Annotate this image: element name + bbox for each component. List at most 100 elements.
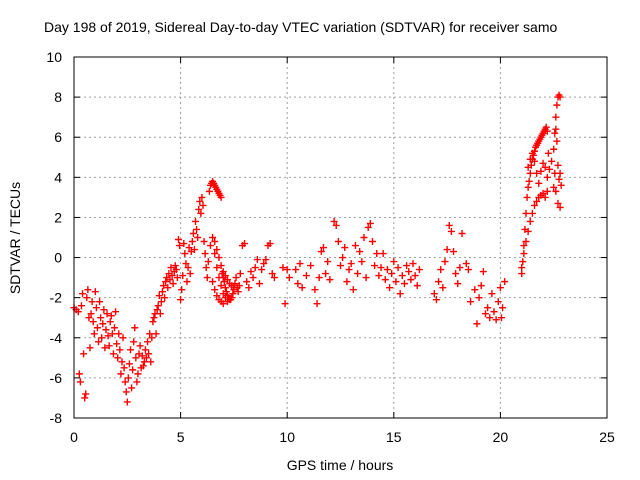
- data-point: [262, 256, 270, 264]
- y-tick-label: 0: [54, 250, 62, 266]
- data-point: [437, 266, 445, 274]
- data-point: [221, 284, 229, 292]
- data-point: [243, 278, 251, 286]
- data-point: [167, 264, 175, 272]
- data-point: [126, 346, 134, 354]
- data-point: [82, 390, 90, 398]
- data-point: [294, 280, 302, 288]
- data-point: [140, 358, 148, 366]
- data-point: [101, 344, 109, 352]
- data-point: [358, 258, 366, 266]
- data-point: [211, 238, 219, 246]
- data-point: [103, 310, 111, 318]
- data-point: [356, 248, 364, 256]
- data-point: [224, 276, 232, 284]
- data-point: [526, 155, 534, 163]
- data-point: [379, 250, 387, 258]
- data-point: [148, 334, 156, 342]
- data-point: [114, 354, 122, 362]
- data-point: [153, 306, 161, 314]
- data-point: [539, 159, 547, 167]
- data-point: [553, 101, 561, 109]
- data-point: [98, 334, 106, 342]
- data-point: [520, 242, 528, 250]
- data-point: [557, 181, 565, 189]
- data-point: [186, 270, 194, 278]
- data-point: [556, 203, 564, 211]
- y-tick-label: -8: [50, 410, 63, 426]
- data-point: [364, 223, 372, 231]
- data-point: [452, 270, 460, 278]
- data-point: [400, 280, 408, 288]
- data-point: [552, 113, 560, 121]
- data-point: [100, 306, 108, 314]
- data-point: [296, 260, 304, 268]
- data-point: [522, 209, 530, 217]
- x-tick-label: 15: [386, 429, 402, 445]
- data-point: [313, 300, 321, 308]
- data-point: [188, 238, 196, 246]
- x-tick-label: 0: [70, 429, 78, 445]
- data-point: [206, 242, 214, 250]
- data-point: [528, 209, 536, 217]
- y-tick-label: -6: [50, 370, 63, 386]
- data-point: [377, 264, 385, 272]
- data-point: [199, 201, 207, 209]
- data-point: [441, 258, 449, 266]
- data-point: [215, 254, 223, 262]
- data-point: [545, 165, 553, 173]
- data-point: [552, 187, 560, 195]
- data-point: [334, 238, 342, 246]
- data-point: [134, 370, 142, 378]
- plot-frame: [73, 56, 608, 419]
- data-point: [349, 286, 357, 294]
- data-point: [229, 290, 237, 298]
- data-point: [403, 262, 411, 270]
- data-point: [443, 246, 451, 254]
- data-point: [196, 197, 204, 205]
- data-point: [185, 244, 193, 252]
- data-point: [525, 177, 533, 185]
- data-point: [490, 308, 498, 316]
- data-point: [439, 284, 447, 292]
- data-point: [494, 298, 502, 306]
- data-point: [97, 314, 105, 322]
- data-point: [213, 246, 221, 254]
- y-tick-label: 8: [54, 89, 62, 105]
- data-point: [368, 238, 376, 246]
- data-point: [366, 219, 374, 227]
- data-point: [524, 183, 532, 191]
- data-point: [171, 262, 179, 270]
- data-point: [396, 290, 404, 298]
- data-point: [75, 370, 83, 378]
- data-point: [83, 294, 91, 302]
- data-point: [194, 234, 202, 241]
- data-point: [91, 288, 99, 296]
- data-point: [497, 314, 505, 322]
- data-point: [99, 320, 107, 328]
- data-point: [122, 388, 130, 396]
- data-point: [195, 205, 203, 213]
- data-point: [198, 193, 206, 201]
- data-point: [160, 282, 168, 290]
- data-point: [180, 240, 188, 248]
- data-point: [174, 236, 182, 244]
- data-point: [235, 282, 243, 290]
- data-point: [168, 272, 176, 280]
- data-point: [522, 238, 530, 246]
- data-point: [105, 342, 113, 350]
- data-point: [234, 288, 242, 296]
- data-point: [523, 193, 531, 201]
- data-point: [531, 201, 539, 209]
- data-point: [183, 278, 191, 286]
- data-point: [128, 384, 136, 392]
- data-point: [241, 240, 249, 248]
- data-point: [131, 324, 139, 332]
- data-point: [172, 266, 180, 274]
- data-point: [432, 296, 440, 304]
- data-point: [479, 268, 487, 276]
- x-axis-label: GPS time / hours: [287, 457, 394, 473]
- data-point: [157, 298, 165, 306]
- data-point: [373, 250, 381, 258]
- x-tick-label: 10: [279, 429, 295, 445]
